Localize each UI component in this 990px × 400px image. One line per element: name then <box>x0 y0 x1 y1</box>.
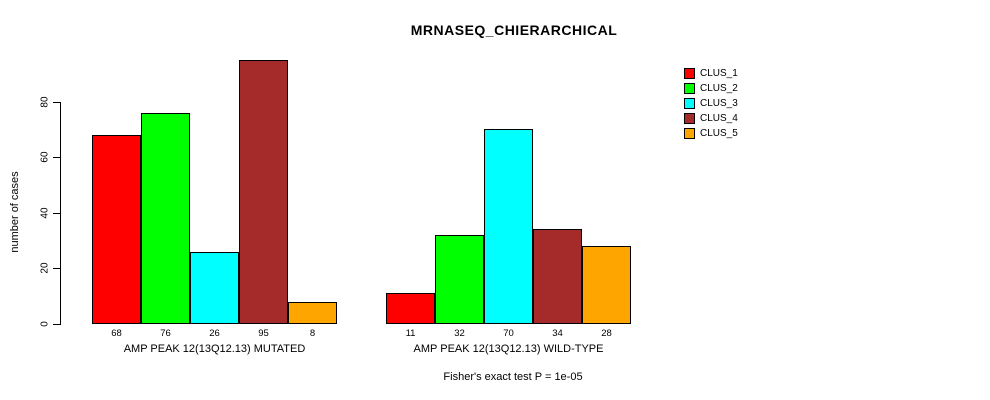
y-axis-tick-label: 80 <box>39 96 51 108</box>
bar-clus_4 <box>239 59 288 324</box>
y-axis-tick <box>53 101 60 103</box>
y-axis-line <box>60 101 61 325</box>
bar-clus_1 <box>386 293 435 324</box>
bar-value-label: 8 <box>309 328 316 339</box>
legend-swatch-clus_1 <box>684 68 695 79</box>
legend-item: CLUS_1 <box>684 66 738 81</box>
bar-clus_1 <box>92 134 141 324</box>
y-axis-tick-label: 40 <box>39 207 51 219</box>
y-axis-tick-label: 20 <box>39 262 51 274</box>
bar-clus_2 <box>141 112 190 324</box>
fisher-test-annotation: Fisher's exact test P = 1e-05 <box>443 371 583 383</box>
bar-clus_5 <box>288 301 337 324</box>
legend-item: CLUS_3 <box>684 96 738 111</box>
group-label: AMP PEAK 12(13Q12.13) MUTATED <box>123 343 306 355</box>
group-label: AMP PEAK 12(13Q12.13) WILD-TYPE <box>413 343 604 355</box>
y-axis-tick-label: 60 <box>39 151 51 163</box>
legend-item: CLUS_2 <box>684 81 738 96</box>
bar-value-label: 32 <box>454 328 465 339</box>
legend-swatch-clus_5 <box>684 128 695 139</box>
legend-item: CLUS_5 <box>684 126 738 141</box>
bar-value-label: 26 <box>209 328 220 339</box>
legend-item-label: CLUS_5 <box>700 128 738 139</box>
bar-clus_4 <box>533 229 582 324</box>
bar-value-label: 70 <box>503 328 514 339</box>
bar-clus_5 <box>582 246 631 324</box>
legend-item-label: CLUS_1 <box>700 68 738 79</box>
y-axis-tick <box>53 324 60 325</box>
legend-item: CLUS_4 <box>684 111 738 126</box>
legend-item-label: CLUS_3 <box>700 98 738 109</box>
y-axis-label: number of cases <box>9 171 21 253</box>
y-axis-tick-label: 0 <box>39 321 51 327</box>
chart-title: MRNASEQ_CHIERARCHICAL <box>410 22 618 38</box>
legend: CLUS_1 CLUS_2 CLUS_3 CLUS_4 CLUS_5 <box>684 66 738 141</box>
bar-value-label: 28 <box>601 328 612 339</box>
bar-clus_2 <box>435 235 484 324</box>
y-axis-tick <box>53 157 60 159</box>
bar-value-label: 95 <box>258 328 269 339</box>
legend-swatch-clus_4 <box>684 113 695 124</box>
bar-value-label: 34 <box>552 328 563 339</box>
bar-value-label: 11 <box>405 328 416 339</box>
legend-swatch-clus_3 <box>684 98 695 109</box>
y-axis-tick <box>53 268 60 270</box>
bar-clus_3 <box>190 251 239 324</box>
bar-clus_3 <box>484 129 533 324</box>
legend-item-label: CLUS_4 <box>700 113 738 124</box>
bar-value-label: 68 <box>111 328 122 339</box>
y-axis-tick <box>53 212 60 214</box>
legend-swatch-clus_2 <box>684 83 695 94</box>
bar-value-label: 76 <box>160 328 171 339</box>
legend-item-label: CLUS_2 <box>700 83 738 94</box>
